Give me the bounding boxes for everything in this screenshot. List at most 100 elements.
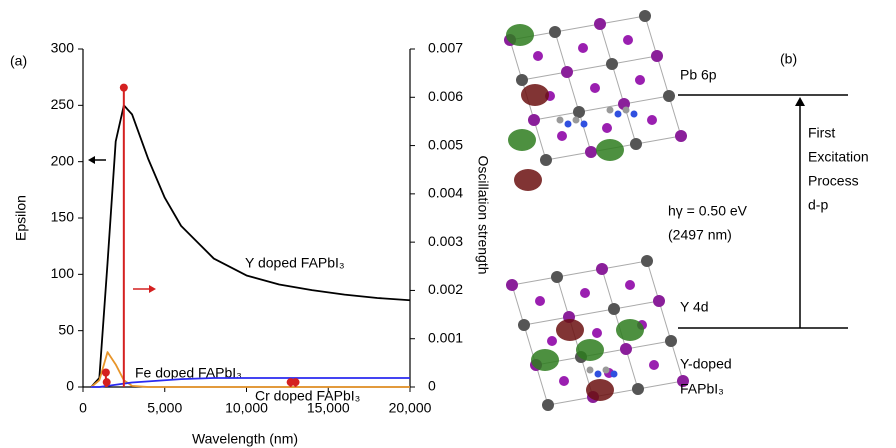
lattice [625, 348, 639, 390]
lattice [509, 39, 523, 81]
atom [602, 366, 610, 374]
atom [578, 43, 588, 53]
lattice [670, 340, 684, 382]
atom [557, 131, 567, 141]
system-label: Y-doped [680, 356, 732, 372]
atom [506, 279, 518, 291]
process-label: Excitation [808, 149, 869, 165]
atom [665, 335, 677, 347]
lattice [656, 55, 670, 97]
lattice [554, 23, 601, 33]
orbital [521, 84, 549, 106]
orbital [576, 339, 604, 361]
atom [630, 138, 642, 150]
orbital [506, 24, 534, 46]
molecule-images [504, 10, 689, 411]
lattice [644, 15, 658, 57]
atom [677, 375, 689, 387]
atom [586, 366, 594, 374]
y2-tick-label: 0.005 [428, 136, 463, 152]
series-line [90, 351, 410, 388]
orbital [514, 169, 542, 191]
orbital [616, 319, 644, 341]
lattice [521, 71, 568, 81]
lattice [635, 135, 682, 145]
series-label: Fe doped FAPbI₃ [135, 365, 242, 381]
lattice [601, 268, 615, 310]
lattice [601, 260, 648, 270]
lattice [547, 396, 594, 406]
atom [594, 18, 606, 30]
stick-dot [119, 83, 128, 92]
lattice [578, 103, 625, 113]
atom [651, 50, 663, 62]
x-axis-title: Wavelength (nm) [192, 431, 298, 447]
atom [594, 370, 602, 378]
level-label: Pb 6p [680, 67, 717, 83]
atom [564, 120, 572, 128]
energy-label: (2497 nm) [668, 227, 732, 243]
atom [516, 74, 528, 86]
atom [580, 120, 588, 128]
lattice [599, 15, 646, 25]
atom [559, 376, 569, 386]
lattice [556, 268, 603, 278]
series-label: Y doped FAPbI₃ [245, 255, 345, 271]
system-label: FAPbI₃ [680, 381, 724, 397]
lattice [568, 308, 615, 318]
y-axis-title: Epsilon [13, 195, 29, 241]
atom [551, 271, 563, 283]
lattice [566, 71, 580, 113]
atom [635, 75, 645, 85]
atom [649, 360, 659, 370]
level-label: Y 4d [680, 299, 709, 315]
lattice [611, 63, 625, 105]
excitation-arrow [795, 97, 805, 328]
atom [540, 154, 552, 166]
atom [647, 115, 657, 125]
atom [630, 110, 638, 118]
atom [639, 10, 651, 22]
lattice [511, 276, 558, 286]
series-label: Cr doped FAPbI₃ [255, 388, 360, 404]
atom [572, 116, 580, 124]
lattice [578, 111, 592, 153]
atom [549, 26, 561, 38]
y2-tick-label: 0 [428, 378, 436, 394]
y-tick-label: 200 [51, 152, 75, 168]
lattice [554, 31, 568, 73]
y2-tick-label: 0.002 [428, 281, 463, 297]
atom [641, 255, 653, 267]
lattice [646, 260, 660, 302]
atom [535, 296, 545, 306]
panel-label: (a) [10, 53, 27, 69]
atom [632, 383, 644, 395]
atom [625, 280, 635, 290]
atom [528, 114, 540, 126]
process-label: Process [808, 173, 859, 189]
atom [533, 51, 543, 61]
lattice [511, 284, 525, 326]
atom [620, 343, 632, 355]
y2-tick-label: 0.007 [428, 40, 463, 56]
atom [518, 319, 530, 331]
series-line [90, 104, 411, 388]
atom [580, 288, 590, 298]
y-tick-label: 50 [58, 321, 74, 337]
lattice [668, 95, 682, 137]
y2-axis-title: Oscillation strength [475, 155, 491, 274]
atom [590, 83, 600, 93]
y-tick-label: 300 [51, 40, 75, 56]
stick-dot [102, 378, 111, 387]
lattice [533, 111, 580, 121]
orbital [596, 139, 624, 161]
atom [675, 130, 687, 142]
energy-label: hγ = 0.50 eV [668, 203, 748, 219]
lattice [623, 95, 670, 105]
y2-tick-label: 0.001 [428, 329, 463, 345]
x-tick-label: 5,000 [147, 400, 182, 416]
x-tick-label: 20,000 [389, 400, 432, 416]
atom [610, 370, 618, 378]
lattice [556, 276, 570, 318]
y2-tick-label: 0.004 [428, 185, 463, 201]
